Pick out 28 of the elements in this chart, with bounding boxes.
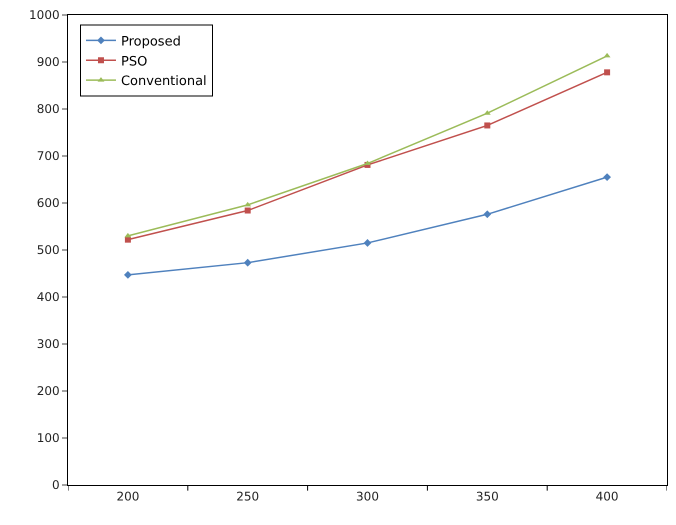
- x-tick-label: 350: [476, 489, 499, 504]
- x-tick-label: 250: [236, 489, 260, 504]
- y-tick-label: 0: [52, 478, 60, 492]
- point: [124, 271, 132, 279]
- y-tick-label: 700: [36, 149, 60, 164]
- x-tick-label: 300: [356, 489, 379, 504]
- y-tick-label: 800: [36, 102, 60, 116]
- legend-label: Conventional: [120, 74, 207, 90]
- point: [604, 69, 610, 76]
- y-tick-label: 1000: [29, 8, 60, 22]
- legend-label: Proposed: [120, 34, 181, 50]
- point: [244, 258, 252, 267]
- y-tick-label: 300: [36, 337, 60, 352]
- legend-label: PSO: [120, 54, 148, 70]
- y-tick-label: 500: [36, 243, 60, 258]
- point: [484, 122, 490, 128]
- x-tick-label: 400: [596, 489, 619, 504]
- y-tick-label: 900: [36, 55, 60, 70]
- y-tick-label: 100: [36, 431, 60, 446]
- y-tick-label: 400: [36, 290, 60, 304]
- point: [603, 173, 611, 182]
- point: [364, 239, 372, 247]
- point: [483, 210, 492, 218]
- point: [364, 160, 371, 166]
- x-tick-label: 200: [116, 489, 140, 504]
- y-tick-label: 600: [36, 196, 60, 210]
- point: [244, 208, 251, 214]
- y-tick-label: 200: [36, 384, 60, 398]
